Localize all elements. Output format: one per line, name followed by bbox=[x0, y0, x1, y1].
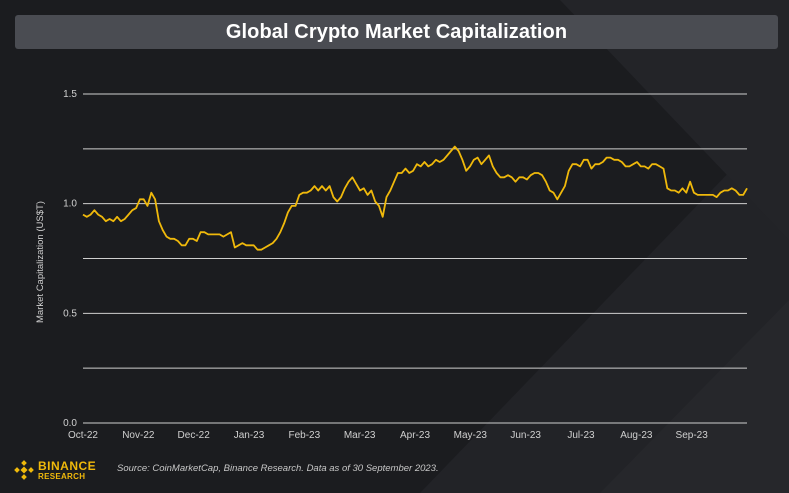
y-axis-label: Market Capitalization (US$T) bbox=[35, 201, 46, 323]
binance-research-logo: BINANCE RESEARCH bbox=[14, 460, 96, 481]
chart-title: Global Crypto Market Capitalization bbox=[225, 20, 568, 43]
y-tick-label: 0.5 bbox=[63, 308, 77, 319]
binance-logo-icon bbox=[14, 460, 34, 480]
y-tick-label: 0.0 bbox=[63, 418, 77, 429]
x-tick-label: Nov-22 bbox=[122, 430, 155, 441]
x-tick-label: May-23 bbox=[454, 430, 488, 441]
grid-lines bbox=[83, 93, 747, 424]
x-tick-label: Dec-22 bbox=[178, 430, 211, 441]
series-line bbox=[82, 145, 748, 251]
x-tick-label: Sep-23 bbox=[676, 430, 709, 441]
x-tick-label: Mar-23 bbox=[344, 430, 376, 441]
chart-title-bar: Global Crypto Market Capitalization bbox=[15, 15, 778, 49]
y-tick-label: 1.0 bbox=[63, 199, 77, 210]
y-tick-label: 1.5 bbox=[63, 89, 77, 100]
x-tick-label: Oct-22 bbox=[68, 430, 98, 441]
x-tick-label: Jul-23 bbox=[567, 430, 595, 441]
x-tick-label: Aug-23 bbox=[620, 430, 653, 441]
logo-sub-text: RESEARCH bbox=[38, 471, 86, 481]
footer: BINANCE RESEARCH bbox=[14, 458, 96, 482]
x-axis-ticks: Oct-22 Nov-22 Dec-22 Jan-23 Feb-23 Mar-23 Apr-… bbox=[68, 430, 708, 441]
x-tick-label: Jun-23 bbox=[510, 430, 541, 441]
x-tick-label: Apr-23 bbox=[400, 430, 430, 441]
x-tick-label: Feb-23 bbox=[288, 430, 320, 441]
source-note: Source: CoinMarketCap, Binance Research.… bbox=[117, 463, 439, 474]
x-tick-label: Jan-23 bbox=[234, 430, 265, 441]
series-group bbox=[82, 145, 748, 251]
logo-main-text: BINANCE bbox=[38, 458, 97, 473]
y-axis-ticks: 0.0 0.5 1.0 1.5 bbox=[63, 89, 77, 429]
